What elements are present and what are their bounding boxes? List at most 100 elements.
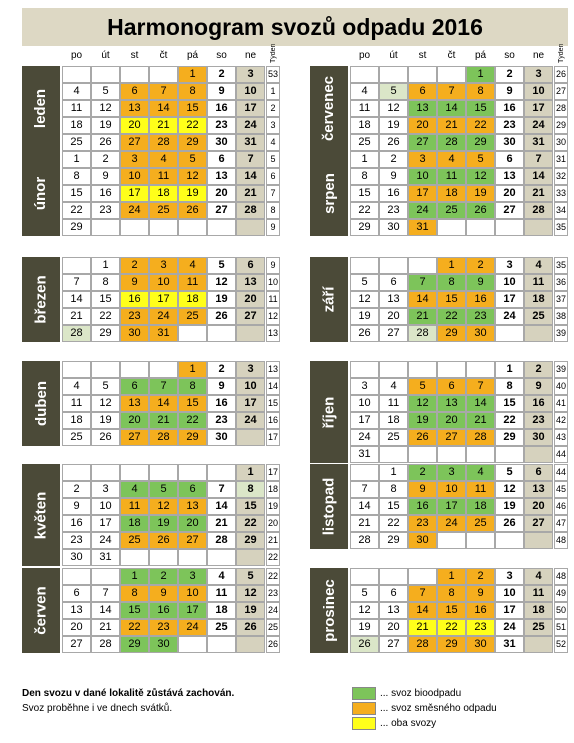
day-cell: 20 (495, 185, 524, 202)
day-cell: 13 (495, 168, 524, 185)
left-day-header-5: so (216, 50, 227, 61)
day-cell: 21 (207, 515, 236, 532)
day-cell (62, 464, 91, 481)
day-cell: 1 (437, 568, 466, 585)
week-number: 13 (266, 325, 280, 342)
day-cell: 3 (120, 151, 149, 168)
left-day-header-1: út (101, 50, 110, 61)
day-cell: 16 (207, 395, 236, 412)
day-cell: 29 (236, 532, 265, 549)
day-cell: 22 (350, 202, 379, 219)
day-cell: 17 (495, 602, 524, 619)
day-cell: 7 (437, 83, 466, 100)
day-cell: 30 (524, 429, 553, 446)
day-cell: 27 (495, 202, 524, 219)
week-number: 50 (554, 602, 568, 619)
week-number: 39 (554, 325, 568, 342)
day-cell: 27 (524, 515, 553, 532)
week-number: 4 (266, 134, 280, 151)
day-cell: 11 (379, 395, 408, 412)
day-cell: 12 (350, 602, 379, 619)
day-cell: 7 (524, 151, 553, 168)
day-cell: 29 (495, 429, 524, 446)
day-cell (437, 219, 466, 236)
day-cell: 29 (62, 219, 91, 236)
day-cell: 19 (149, 515, 178, 532)
legend-swatch (352, 687, 376, 700)
day-cell: 31 (408, 219, 437, 236)
day-cell: 6 (524, 464, 553, 481)
month-label-text: červenec (320, 75, 338, 142)
month-label-text: říjen (320, 396, 338, 428)
day-cell: 11 (62, 395, 91, 412)
day-cell: 1 (178, 66, 207, 83)
day-cell: 2 (495, 66, 524, 83)
week-number: 40 (554, 378, 568, 395)
day-cell: 26 (91, 429, 120, 446)
day-cell: 22 (437, 619, 466, 636)
day-cell: 17 (408, 185, 437, 202)
week-number: 37 (554, 291, 568, 308)
month-label: říjen (310, 361, 348, 463)
month-label-text: duben (32, 381, 50, 426)
day-cell: 4 (524, 568, 553, 585)
day-cell: 30 (149, 636, 178, 653)
week-number: 44 (554, 446, 568, 463)
day-cell: 21 (62, 308, 91, 325)
day-cell: 23 (62, 532, 91, 549)
month-label-text: květen (32, 491, 50, 539)
day-cell: 15 (178, 395, 207, 412)
day-cell: 12 (149, 498, 178, 515)
day-cell: 14 (466, 395, 495, 412)
footer-line-2: Svoz proběhne i ve dnech svátků. (22, 703, 173, 714)
day-cell: 6 (120, 83, 149, 100)
day-cell (379, 257, 408, 274)
day-cell: 21 (466, 412, 495, 429)
day-cell: 3 (91, 481, 120, 498)
day-cell: 31 (350, 446, 379, 463)
day-cell: 26 (350, 325, 379, 342)
day-cell: 21 (524, 185, 553, 202)
day-cell: 10 (236, 83, 265, 100)
day-cell: 7 (149, 83, 178, 100)
day-cell: 15 (350, 185, 379, 202)
day-cell: 28 (408, 325, 437, 342)
day-cell (495, 219, 524, 236)
day-cell: 14 (236, 168, 265, 185)
day-cell (178, 219, 207, 236)
day-cell: 4 (149, 151, 178, 168)
day-cell: 24 (437, 515, 466, 532)
day-cell: 28 (466, 429, 495, 446)
day-cell: 6 (379, 585, 408, 602)
day-cell: 17 (437, 498, 466, 515)
day-cell (178, 464, 207, 481)
day-cell: 1 (178, 361, 207, 378)
left-day-header-0: po (70, 50, 83, 61)
day-cell (408, 361, 437, 378)
day-cell: 27 (236, 308, 265, 325)
day-cell: 23 (495, 117, 524, 134)
day-cell: 13 (379, 602, 408, 619)
day-cell (62, 66, 91, 83)
day-cell (524, 446, 553, 463)
day-cell: 8 (350, 168, 379, 185)
day-cell: 26 (91, 134, 120, 151)
right-day-header-4: pá (474, 50, 487, 61)
day-cell: 30 (495, 134, 524, 151)
day-cell: 24 (91, 532, 120, 549)
day-cell: 28 (350, 532, 379, 549)
week-number: 14 (266, 378, 280, 395)
day-cell (62, 257, 91, 274)
day-cell (466, 446, 495, 463)
day-cell: 21 (149, 117, 178, 134)
day-cell: 5 (178, 151, 207, 168)
day-cell: 9 (466, 585, 495, 602)
day-cell: 2 (408, 464, 437, 481)
day-cell (178, 549, 207, 566)
day-cell: 16 (120, 291, 149, 308)
day-cell: 21 (236, 185, 265, 202)
day-cell (495, 446, 524, 463)
day-cell: 12 (91, 100, 120, 117)
month-label-text: září (320, 286, 338, 313)
day-cell: 17 (350, 412, 379, 429)
